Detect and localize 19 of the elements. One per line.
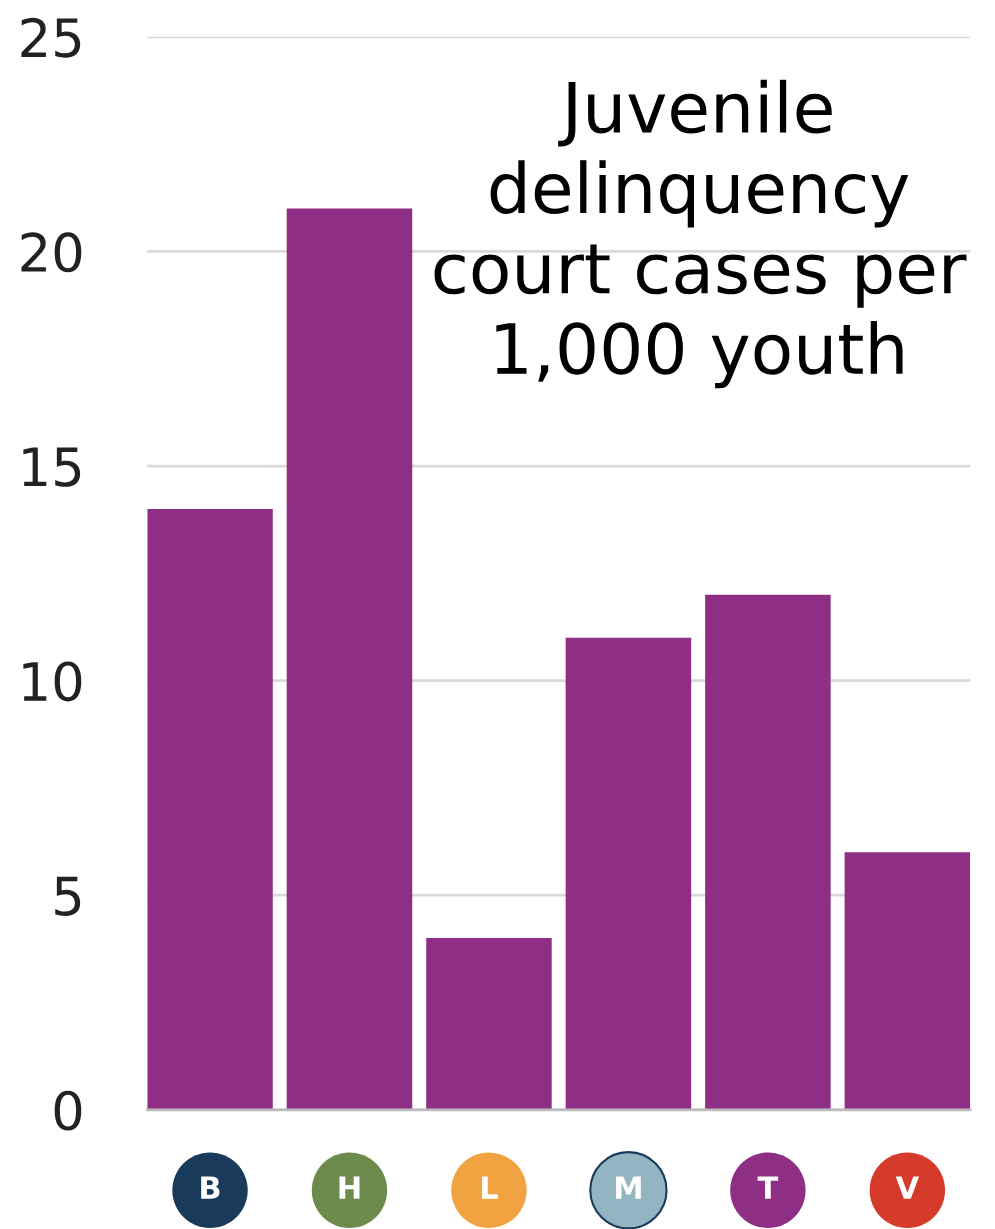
bar: [426, 938, 552, 1110]
x-tick-label: L: [482, 1176, 498, 1199]
text: Juvenile delinquency court cases per 1,000 youth: [434, 79, 967, 389]
y-tick-label: 20: [21, 232, 82, 273]
bar: [844, 852, 971, 1110]
x-tick-label: B: [201, 1176, 220, 1199]
y-tick-label: 15: [23, 447, 81, 487]
bar: [286, 208, 413, 1110]
x-tick-label: M: [616, 1176, 641, 1199]
x-tick-label: V: [895, 1176, 920, 1199]
x-tick-label: H: [339, 1176, 360, 1199]
y-tick-label: 10: [23, 661, 82, 702]
bar: [565, 637, 692, 1110]
bar: [705, 594, 831, 1110]
bar: [147, 508, 273, 1110]
x-tick-label: T: [757, 1176, 779, 1199]
y-tick-label: 0: [54, 1090, 82, 1131]
y-tick-label: 5: [55, 876, 81, 917]
y-tick-label: 25: [21, 17, 81, 58]
